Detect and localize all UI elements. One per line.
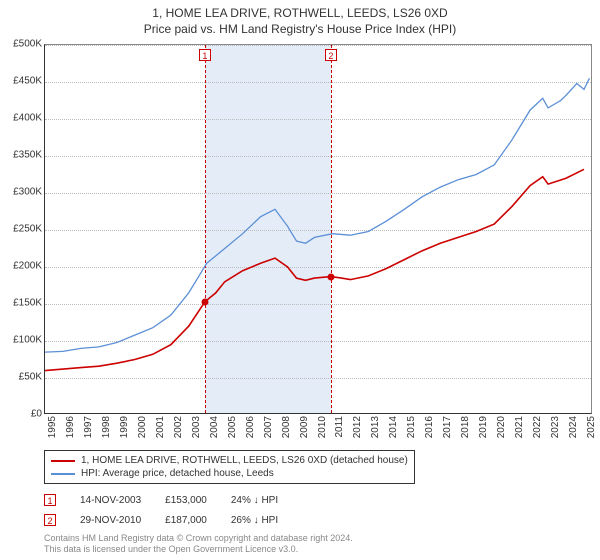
x-axis-label: 1996 [65, 416, 76, 444]
legend-row-blue: HPI: Average price, detached house, Leed… [51, 467, 408, 480]
x-axis-label: 2013 [370, 416, 381, 444]
x-axis-label: 2021 [514, 416, 525, 444]
x-axis-label: 2002 [173, 416, 184, 444]
x-axis-label: 2014 [388, 416, 399, 444]
chart-title-address: 1, HOME LEA DRIVE, ROTHWELL, LEEDS, LS26… [0, 0, 600, 20]
sale-price-1: £153,000 [165, 495, 207, 506]
x-axis-label: 2012 [352, 416, 363, 444]
x-axis-label: 1998 [101, 416, 112, 444]
sale-marker-dot-2 [327, 273, 334, 280]
legend-label-red: 1, HOME LEA DRIVE, ROTHWELL, LEEDS, LS26… [81, 455, 408, 466]
x-axis-label: 2001 [155, 416, 166, 444]
sale-row-1: 1 14-NOV-2003 £153,000 24% ↓ HPI [44, 494, 278, 506]
x-axis-label: 2010 [317, 416, 328, 444]
y-axis-label: £500K [2, 39, 42, 50]
x-axis-label: 2017 [442, 416, 453, 444]
y-axis-label: £100K [2, 335, 42, 346]
y-axis-label: £250K [2, 224, 42, 235]
x-axis-label: 1995 [47, 416, 58, 444]
sale-marker-box-1: 1 [199, 49, 211, 61]
sale-price-2: £187,000 [165, 515, 207, 526]
x-axis-label: 2025 [586, 416, 597, 444]
sale-row-marker-1: 1 [44, 494, 56, 506]
x-axis-label: 2003 [191, 416, 202, 444]
y-axis-label: £350K [2, 150, 42, 161]
x-axis-label: 2006 [245, 416, 256, 444]
x-axis-label: 2020 [496, 416, 507, 444]
sale-row-marker-2: 2 [44, 514, 56, 526]
x-axis-label: 1999 [119, 416, 130, 444]
x-axis-label: 2016 [424, 416, 435, 444]
x-axis-label: 1997 [83, 416, 94, 444]
y-axis-label: £150K [2, 298, 42, 309]
legend-row-red: 1, HOME LEA DRIVE, ROTHWELL, LEEDS, LS26… [51, 454, 408, 467]
x-axis-label: 2007 [263, 416, 274, 444]
y-axis-label: £50K [2, 372, 42, 383]
sale-delta-2: 26% ↓ HPI [231, 515, 278, 526]
sale-marker-box-2: 2 [325, 49, 337, 61]
footer-line2: This data is licensed under the Open Gov… [44, 544, 353, 556]
x-axis-label: 2011 [334, 416, 345, 444]
footer-attribution: Contains HM Land Registry data © Crown c… [44, 533, 353, 556]
y-axis-label: £200K [2, 261, 42, 272]
footer-line1: Contains HM Land Registry data © Crown c… [44, 533, 353, 545]
sale-marker-dot-1 [201, 298, 208, 305]
x-axis-label: 2008 [281, 416, 292, 444]
legend-swatch-red [51, 460, 75, 462]
x-axis-label: 2023 [550, 416, 561, 444]
x-axis-label: 2000 [137, 416, 148, 444]
x-axis-label: 2024 [568, 416, 579, 444]
y-axis-label: £0 [2, 409, 42, 420]
legend-swatch-blue [51, 473, 75, 475]
x-axis-label: 2015 [406, 416, 417, 444]
sale-date-2: 29-NOV-2010 [80, 515, 141, 526]
x-axis-label: 2019 [478, 416, 489, 444]
x-axis-label: 2022 [532, 416, 543, 444]
chart-lines-svg [45, 45, 591, 413]
line-property-red [45, 169, 584, 370]
sale-row-2: 2 29-NOV-2010 £187,000 26% ↓ HPI [44, 514, 278, 526]
x-axis-label: 2009 [299, 416, 310, 444]
y-axis-label: £400K [2, 113, 42, 124]
y-axis-label: £300K [2, 187, 42, 198]
chart-plot-area: 1 2 [44, 44, 592, 414]
sale-date-1: 14-NOV-2003 [80, 495, 141, 506]
chart-title-subtitle: Price paid vs. HM Land Registry's House … [0, 20, 600, 40]
x-axis-label: 2005 [227, 416, 238, 444]
x-axis-label: 2018 [460, 416, 471, 444]
y-axis-label: £450K [2, 76, 42, 87]
legend: 1, HOME LEA DRIVE, ROTHWELL, LEEDS, LS26… [44, 450, 415, 484]
line-hpi-blue [45, 78, 589, 352]
x-axis-label: 2004 [209, 416, 220, 444]
sale-delta-1: 24% ↓ HPI [231, 495, 278, 506]
legend-label-blue: HPI: Average price, detached house, Leed… [81, 468, 274, 479]
